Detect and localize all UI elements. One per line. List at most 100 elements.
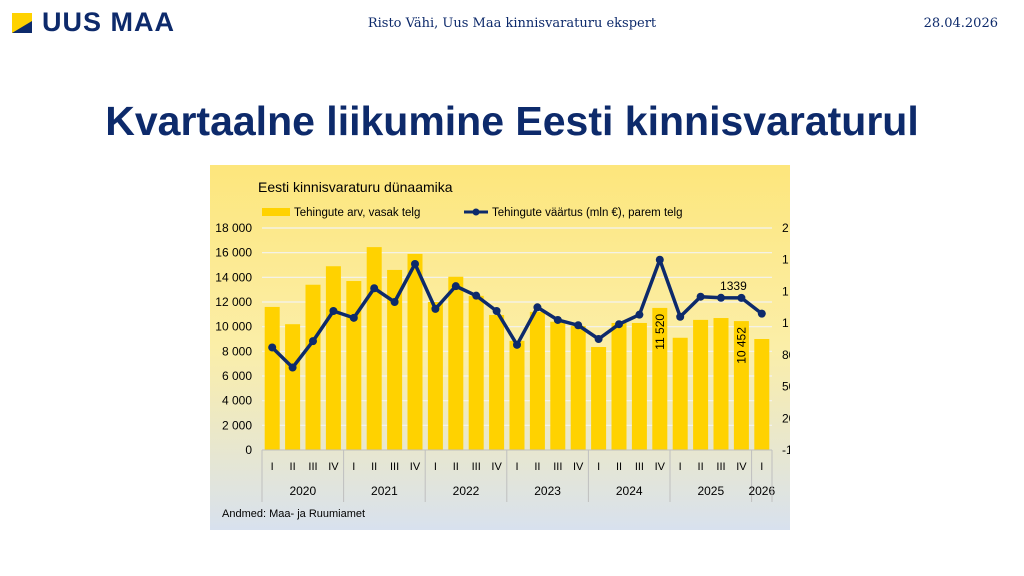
legend-line-label: Tehingute väärtus (mln €), parem telg: [492, 207, 682, 219]
quarter-label: I: [352, 461, 355, 473]
year-label: 2023: [534, 484, 561, 498]
line-marker: [390, 298, 399, 306]
quarter-label: IV: [655, 461, 666, 473]
author-line: Risto Vähi, Uus Maa kinnisvaraturu ekspe…: [367, 16, 657, 31]
logo: UUS MAA: [12, 9, 175, 36]
quarter-label: I: [679, 461, 682, 473]
line-marker: [268, 343, 277, 352]
line-marker: [574, 321, 583, 330]
line-marker: [513, 340, 521, 349]
bar: [733, 321, 749, 450]
year-label: 2021: [371, 484, 398, 498]
right-tick-label: 1 400: [782, 284, 790, 298]
bar: [489, 314, 505, 450]
year-label: 2022: [453, 484, 480, 498]
bar: [672, 337, 688, 450]
quarter-label: I: [271, 461, 274, 473]
quarter-label: I: [434, 461, 437, 473]
quarter-label: I: [760, 461, 763, 473]
left-tick-label: 8 000: [222, 344, 252, 358]
bar: [529, 311, 545, 450]
line-marker: [472, 291, 481, 300]
left-tick-label: 18 000: [215, 221, 252, 235]
page-title: Kvartaalne liikumine Eesti kinnisvaratur…: [105, 98, 919, 144]
right-tick-label: 800: [782, 348, 790, 362]
bar: [346, 281, 362, 450]
year-label: 2025: [697, 484, 724, 498]
year-label: 2026: [748, 484, 775, 498]
bar: [713, 318, 729, 450]
legend-bar-label: Tehingute arv, vasak telg: [294, 207, 420, 219]
line-data-label: 1339: [720, 279, 747, 293]
bar: [285, 324, 301, 450]
quarter-label: II: [698, 461, 704, 473]
line-marker: [676, 312, 685, 321]
left-tick-label: 16 000: [215, 246, 252, 260]
quarter-label: II: [371, 461, 377, 473]
year-label: 2020: [289, 484, 316, 498]
left-tick-label: 14 000: [215, 270, 252, 284]
date: 28.04.2026: [923, 16, 998, 31]
bar-data-label: 11 520: [653, 314, 667, 350]
quarter-label: III: [308, 461, 317, 473]
quarter-label: IV: [736, 461, 747, 473]
quarter-label: III: [390, 461, 399, 473]
bar: [611, 322, 627, 450]
bar: [570, 326, 586, 450]
quarter-label: IV: [410, 461, 421, 473]
left-tick-label: 2 000: [222, 418, 252, 432]
quarter-label: III: [635, 461, 644, 473]
bar: [631, 322, 647, 450]
quarter-label: I: [515, 461, 518, 473]
right-tick-label: 1 100: [782, 316, 790, 330]
line-marker: [655, 255, 664, 264]
line-marker: [717, 293, 725, 302]
quarter-label: IV: [491, 461, 502, 473]
quarter-label: III: [553, 461, 562, 473]
quarter-label: IV: [573, 461, 584, 473]
line-marker: [635, 310, 644, 319]
legend-line-marker: [472, 208, 480, 216]
right-tick-label: 200: [782, 411, 790, 425]
line-marker: [615, 320, 623, 329]
right-tick-label: 2 000: [782, 221, 790, 235]
bar: [387, 269, 403, 450]
line-marker: [492, 306, 501, 315]
bar: [591, 347, 607, 450]
logo-text: UUS MAA: [42, 7, 175, 37]
left-tick-label: 4 000: [222, 394, 252, 408]
bar: [366, 247, 382, 450]
year-label: 2024: [616, 484, 643, 498]
bar: [427, 302, 443, 450]
quarter-label: II: [534, 461, 540, 473]
quarter-label: II: [453, 461, 459, 473]
bar: [305, 284, 321, 450]
line-marker: [309, 337, 317, 346]
line-marker: [451, 282, 460, 291]
line-marker: [696, 292, 705, 301]
quarter-label: III: [472, 461, 481, 473]
line-marker: [737, 293, 746, 302]
left-tick-label: 10 000: [215, 320, 252, 334]
line-marker: [757, 309, 766, 318]
bar-data-label: 10 452: [734, 327, 748, 364]
line-marker: [329, 306, 338, 315]
line-marker: [349, 313, 358, 322]
line-marker: [594, 335, 603, 343]
bar: [407, 253, 423, 450]
line-marker: [533, 303, 542, 312]
left-tick-label: 12 000: [215, 295, 252, 309]
chart: Eesti kinnisvaraturu dünaamika Tehingute…: [210, 165, 790, 530]
quarter-label: II: [616, 461, 622, 473]
bar: [652, 307, 668, 450]
right-tick-label: -100: [782, 443, 790, 457]
left-tick-label: 0: [245, 443, 252, 457]
quarter-label: II: [290, 461, 296, 473]
chart-title: Eesti kinnisvaraturu dünaamika: [258, 179, 453, 195]
quarter-label: IV: [328, 461, 339, 473]
bar: [550, 321, 566, 450]
logo-icon: [12, 12, 32, 33]
bar: [325, 266, 341, 450]
line-marker: [431, 304, 440, 313]
bar: [468, 295, 484, 450]
